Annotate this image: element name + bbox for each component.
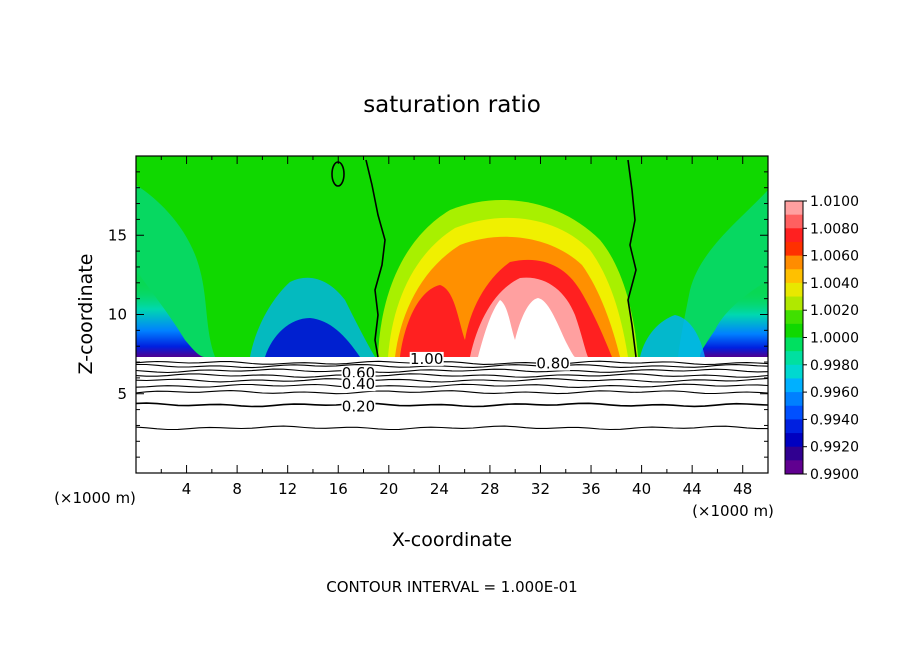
colorbar-label: 1.0080 (810, 221, 859, 237)
colorbar-label: 0.9920 (810, 440, 859, 456)
right-mid-cool (640, 315, 705, 357)
colorbar-segment (785, 364, 803, 379)
left-mid-deep (265, 318, 360, 357)
colorbar-label: 0.9900 (810, 467, 859, 483)
y-tick-label: 15 (108, 226, 127, 244)
colorbar-label: 0.9960 (810, 385, 859, 401)
x-unit-right: (×1000 m) (692, 502, 774, 520)
contour-label: 0.40 (342, 375, 375, 393)
colorbar: 1.0100 1.0080 1.0060 1.0040 1.0020 1.0000 0.99… (784, 194, 859, 483)
colorbar-label: 1.0040 (810, 276, 859, 292)
y-tick-label: 5 (117, 385, 127, 403)
x-tick-label: 20 (379, 480, 398, 498)
colorbar-segment (785, 351, 803, 366)
contour-label-bg (341, 366, 376, 381)
colorbar-label: 1.0100 (810, 194, 859, 210)
contour-interval-note: CONTOUR INTERVAL = 1.000E-01 (326, 578, 577, 596)
contour-line (136, 377, 768, 383)
colorbar-segment (785, 296, 803, 311)
below-cloud-region (136, 357, 768, 473)
contour-line (136, 383, 768, 388)
contour-label-bg (409, 351, 444, 366)
contour-line (136, 360, 768, 366)
colorbar-segment (785, 337, 803, 352)
contour-label-group: 1.00 0.80 0.60 0.40 0.20 (341, 350, 571, 415)
y-axis-label: Z-coordinate (75, 254, 97, 375)
contour-label-bg (341, 399, 376, 414)
contour-line (136, 402, 768, 408)
x-tick-label: 48 (733, 480, 752, 498)
x-tick-label: 44 (683, 480, 702, 498)
colorbar-label: 1.0020 (810, 303, 859, 319)
x-axis-ticks: 4 8 12 16 20 24 28 32 36 40 44 48 (160, 156, 752, 498)
x-tick-label: 32 (531, 480, 550, 498)
colorbar-segment (785, 446, 803, 461)
colorbar-segment (785, 228, 803, 243)
x-tick-label: 8 (232, 480, 242, 498)
colorbar-segment (785, 392, 803, 407)
contour-threshold-left (365, 159, 386, 358)
colorbar-segment (785, 419, 803, 434)
colorbar-segment (785, 269, 803, 284)
colorbar-segment (785, 323, 803, 338)
x-tick-label: 36 (581, 480, 600, 498)
left-cool-core (136, 270, 205, 357)
x-tick-label: 16 (329, 480, 348, 498)
contour-label-bg (536, 356, 571, 371)
contour-label-bg (341, 377, 376, 392)
contour-line (136, 368, 768, 374)
right-cool-core (700, 280, 768, 357)
contour-line (136, 373, 768, 378)
colorbar-segment (785, 433, 803, 448)
colorbar-segment (785, 255, 803, 270)
colorbar-segment (785, 460, 803, 475)
contour-line (136, 390, 768, 395)
x-tick-label: 40 (632, 480, 651, 498)
contour-line (136, 425, 768, 431)
contour-line (136, 363, 768, 369)
colorbar-segment (785, 214, 803, 229)
contour-threshold-right (627, 159, 637, 358)
chart-title: saturation ratio (363, 92, 541, 118)
colorbar-segment (785, 282, 803, 298)
x-unit-left: (×1000 m) (54, 489, 136, 507)
contour-label: 0.20 (342, 397, 375, 415)
warm-dome-void (478, 298, 575, 357)
y-tick-label: 10 (108, 306, 127, 324)
contour-label: 0.80 (536, 355, 569, 373)
y-axis-ticks: 5 10 15 (108, 171, 768, 458)
colorbar-label: 0.9980 (810, 358, 859, 374)
x-tick-label: 12 (278, 480, 297, 498)
colorbar-label: 1.0000 (810, 331, 859, 347)
x-axis-label: X-coordinate (392, 529, 512, 551)
colorbar-label: 1.0060 (810, 249, 859, 265)
colorbar-label: 0.9940 (810, 412, 859, 428)
contour-lines (136, 360, 768, 431)
colorbar-segment (785, 241, 803, 257)
x-tick-label: 28 (480, 480, 499, 498)
colorbar-segment (785, 378, 803, 393)
saturation-field (136, 156, 768, 473)
x-tick-label: 24 (430, 480, 449, 498)
x-tick-label: 4 (182, 480, 192, 498)
contour-label: 1.00 (410, 350, 443, 368)
colorbar-segment (785, 310, 803, 325)
colorbar-segment (785, 405, 803, 420)
colorbar-segment (785, 201, 803, 216)
